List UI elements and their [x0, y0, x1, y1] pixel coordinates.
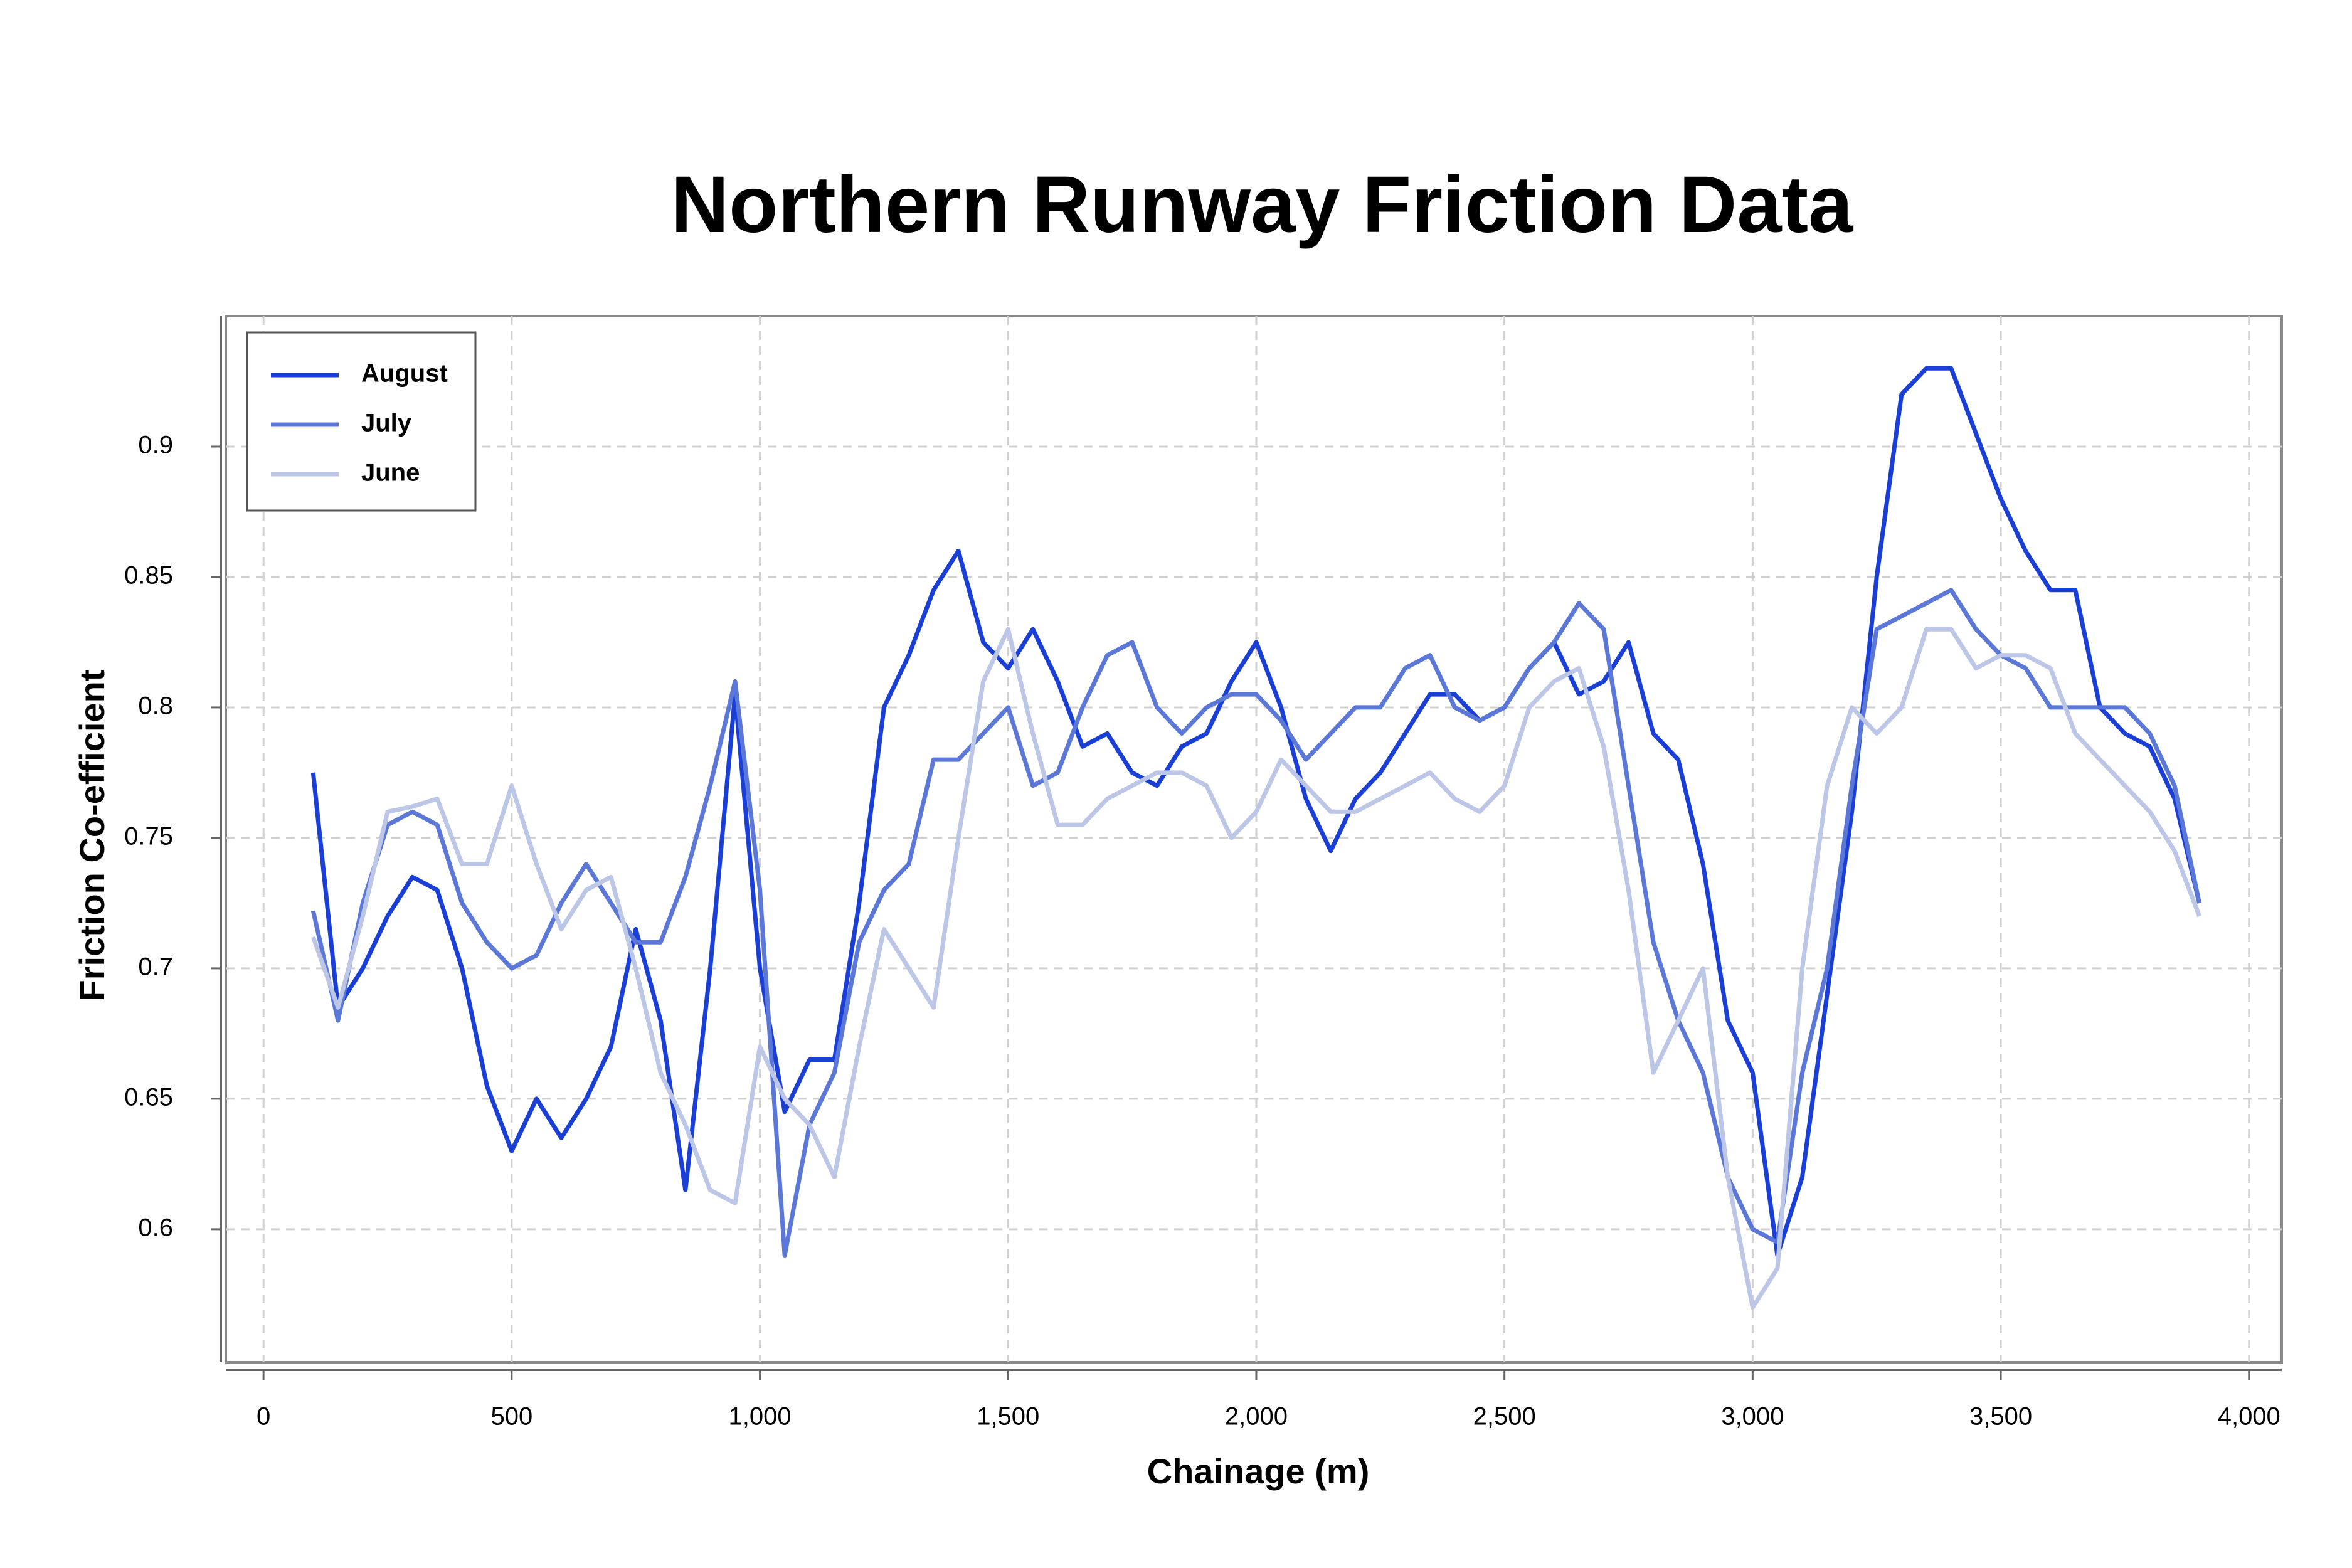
x-tick-label: 3,000: [1721, 1403, 1784, 1431]
y-tick-label: 0.6: [138, 1214, 173, 1241]
x-tick-label: 2,500: [1473, 1403, 1536, 1431]
y-tick-label: 0.8: [138, 692, 173, 720]
data-line: [310, 627, 2201, 1310]
legend-label: August: [361, 360, 448, 388]
data-line: [310, 588, 2202, 1258]
y-tick-label: 0.85: [124, 562, 173, 590]
x-tick-label: 4,000: [2218, 1403, 2280, 1431]
legend-box: [246, 331, 477, 512]
data-line: [310, 366, 2202, 1258]
x-tick-label: 3,500: [1969, 1403, 2032, 1431]
legend: August July June: [246, 331, 477, 512]
y-tick-label: 0.9: [138, 432, 173, 459]
x-tick-label: 500: [490, 1403, 532, 1431]
x-tick-label: 0: [257, 1403, 270, 1431]
x-axis-label: Chainage (m): [1147, 1451, 1370, 1491]
y-tick-label: 0.75: [124, 822, 173, 850]
chart-title: Northern Runway Friction Data: [671, 160, 1853, 250]
x-tick-label: 1,000: [728, 1403, 791, 1431]
y-tick-label: 0.65: [124, 1083, 173, 1111]
x-tick-label: 2,000: [1225, 1403, 1288, 1431]
x-tick-label: 1,500: [977, 1403, 1039, 1431]
legend-label: July: [361, 410, 412, 437]
plot-frame: [225, 315, 2283, 1364]
y-tick-label: 0.7: [138, 953, 173, 980]
legend-label: June: [361, 459, 420, 487]
y-axis-label: Friction Co-efficient: [72, 670, 112, 1002]
